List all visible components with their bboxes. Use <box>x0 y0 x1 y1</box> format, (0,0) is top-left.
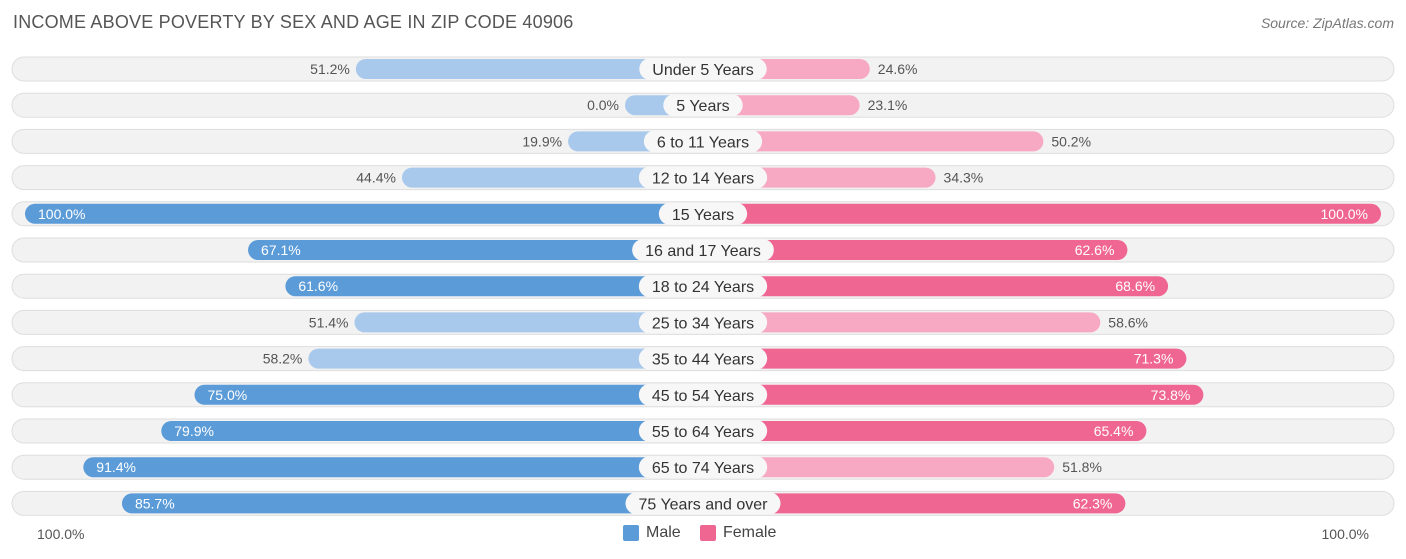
male-value-label: 19.9% <box>522 133 562 149</box>
female-bar <box>703 421 1147 441</box>
source-note: Source: ZipAtlas.com <box>1260 15 1394 31</box>
female-value-label: 62.3% <box>1073 495 1113 511</box>
category-label: 65 to 74 Years <box>652 460 754 477</box>
category-pill <box>643 130 763 153</box>
chart-area: 51.2% 24.6% Under 5 Years 0.0% 23.1% 5 Years 1… <box>11 56 1395 516</box>
male-value-label: 85.7% <box>135 495 175 511</box>
legend-swatch-male <box>623 525 639 541</box>
female-value-label: 62.6% <box>1075 242 1115 258</box>
legend-label-female: Female <box>723 524 777 541</box>
female-value-label: 73.8% <box>1151 387 1191 403</box>
female-value-label: 51.8% <box>1062 459 1102 475</box>
category-label: 12 to 14 Years <box>652 171 754 188</box>
female-bar <box>703 457 1055 478</box>
male-value-label: 44.4% <box>356 170 396 186</box>
male-value-label: 79.9% <box>174 423 214 439</box>
category-label: 16 and 17 Years <box>645 243 761 260</box>
male-bar <box>194 384 703 405</box>
male-value-label: 61.6% <box>298 278 338 294</box>
male-bar <box>121 493 704 514</box>
category-label: 75 Years and over <box>639 496 769 513</box>
category-pill <box>638 311 768 334</box>
female-bar <box>703 95 860 116</box>
category-pill <box>638 383 768 406</box>
category-pill <box>658 202 748 225</box>
female-bar <box>703 348 1187 369</box>
male-bar <box>401 167 703 188</box>
category-label: 6 to 11 Years <box>657 134 749 151</box>
category-pill <box>638 275 768 298</box>
female-bar <box>703 131 1044 152</box>
legend: Male Female <box>0 524 1406 544</box>
legend-item-female[interactable]: Female <box>700 524 776 542</box>
female-bar <box>703 240 1128 260</box>
male-value-label: 58.2% <box>263 351 303 367</box>
male-bar <box>354 312 703 333</box>
legend-item-male[interactable]: Male <box>623 524 681 542</box>
category-pill <box>663 94 743 117</box>
female-value-label: 100.0% <box>1321 206 1368 222</box>
male-bar <box>83 457 704 478</box>
axis-label-left: 100.0% <box>37 526 85 542</box>
female-value-label: 71.3% <box>1134 351 1174 367</box>
category-label: 35 to 44 Years <box>652 352 754 369</box>
male-bar <box>248 240 703 260</box>
male-value-label: 51.2% <box>310 61 350 77</box>
male-bar <box>355 59 703 79</box>
category-label: 45 to 54 Years <box>652 388 754 405</box>
female-bar <box>703 384 1204 405</box>
female-bar <box>703 493 1126 514</box>
category-pill <box>632 239 774 261</box>
male-bar <box>285 276 703 297</box>
category-pill <box>638 347 768 370</box>
female-bar <box>703 203 1381 224</box>
male-value-label: 67.1% <box>261 242 301 258</box>
male-bar <box>161 421 703 441</box>
category-label: Under 5 Years <box>652 62 753 79</box>
female-value-label: 68.6% <box>1115 278 1155 294</box>
category-label: 18 to 24 Years <box>652 279 754 296</box>
male-value-label: 91.4% <box>96 459 136 475</box>
female-value-label: 65.4% <box>1094 423 1134 439</box>
category-pill <box>638 456 768 479</box>
category-label: 15 Years <box>672 207 734 224</box>
category-label: 55 to 64 Years <box>652 424 754 441</box>
legend-label-male: Male <box>646 524 681 541</box>
male-value-label: 100.0% <box>38 206 85 222</box>
category-pill <box>625 492 781 515</box>
female-bar <box>703 276 1169 297</box>
axis-label-right: 100.0% <box>1321 526 1369 542</box>
female-value-label: 58.6% <box>1108 314 1148 330</box>
chart-title: INCOME ABOVE POVERTY BY SEX AND AGE IN Z… <box>13 12 574 32</box>
female-value-label: 24.6% <box>878 61 918 77</box>
category-pill <box>639 58 767 80</box>
category-pill <box>638 166 768 189</box>
male-bar <box>25 203 703 224</box>
category-label: 25 to 34 Years <box>652 315 754 332</box>
female-value-label: 34.3% <box>944 170 984 186</box>
male-value-label: 0.0% <box>587 97 619 113</box>
female-bar <box>703 312 1101 333</box>
male-value-label: 51.4% <box>309 314 349 330</box>
legend-swatch-female <box>700 525 716 541</box>
female-value-label: 23.1% <box>868 97 908 113</box>
female-value-label: 50.2% <box>1051 133 1091 149</box>
category-pill <box>638 420 768 442</box>
male-value-label: 75.0% <box>208 387 248 403</box>
male-bar <box>308 348 703 369</box>
category-label: 5 Years <box>676 98 729 115</box>
